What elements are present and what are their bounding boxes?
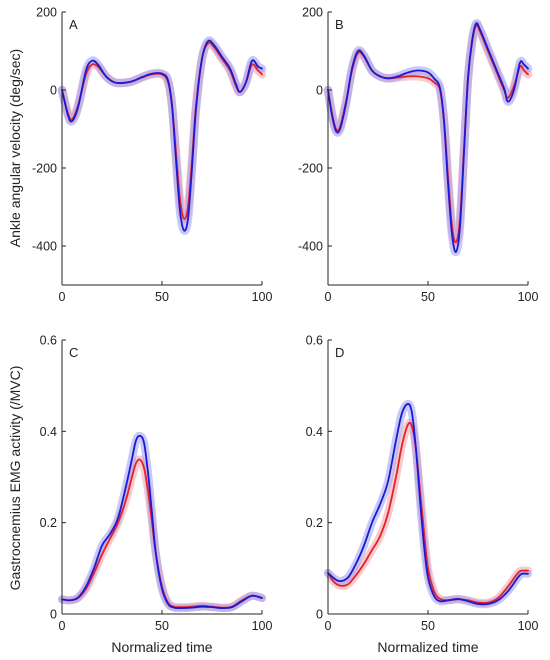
x-tick-label: 50 bbox=[421, 619, 435, 633]
panel-b: 0 50 100 -400 -200 0 200 B bbox=[298, 6, 539, 305]
band-blue-panel-b bbox=[323, 18, 533, 257]
x-tick-label: 0 bbox=[325, 290, 332, 304]
line-blue-panel-b bbox=[327, 22, 529, 253]
y-tick-label: 0 bbox=[50, 84, 57, 98]
y-tick-label: 0 bbox=[50, 608, 57, 622]
x-tick-label: 50 bbox=[421, 290, 435, 304]
y-tick-label: 0.2 bbox=[40, 516, 57, 530]
y-tick-label: 0.6 bbox=[306, 334, 323, 348]
x-tick-label: 0 bbox=[59, 619, 66, 633]
panel-c: 0 50 100 0 0.2 0.4 0.6 C bbox=[40, 334, 273, 634]
y-tick-label: -200 bbox=[32, 162, 57, 176]
panel-letter: A bbox=[69, 17, 78, 32]
y-tick-label: -400 bbox=[32, 240, 57, 254]
x-tick-label: 100 bbox=[252, 290, 273, 304]
y-tick-label: 200 bbox=[36, 6, 57, 20]
y-tick-label: 0.6 bbox=[40, 334, 57, 348]
line-blue-panel-c bbox=[61, 434, 263, 609]
y-tick-label: 200 bbox=[302, 6, 323, 20]
x-tick-label: 0 bbox=[325, 619, 332, 633]
y-tick-label: 0 bbox=[316, 608, 323, 622]
x-tick-label: 50 bbox=[155, 290, 169, 304]
panel-d: 0 50 100 0 0.2 0.4 0.6 D bbox=[306, 334, 539, 634]
y-tick-label: 0.4 bbox=[306, 425, 323, 439]
panel-letter: C bbox=[69, 345, 78, 360]
shared-ylabel-top: Ankle angular velocity (deg/sec) bbox=[7, 49, 23, 247]
y-tick-label: 0.4 bbox=[40, 425, 57, 439]
x-tick-label: 100 bbox=[252, 619, 273, 633]
y-tick-label: 0 bbox=[316, 84, 323, 98]
xlabel-panel-c: Normalized time bbox=[111, 639, 212, 655]
line-blue-panel-a bbox=[61, 39, 263, 232]
panel-letter: B bbox=[335, 17, 344, 32]
y-tick-label: 0.2 bbox=[306, 516, 323, 530]
band-blue-panel-c bbox=[58, 431, 266, 613]
xlabel-panel-d: Normalized time bbox=[377, 639, 478, 655]
panel-a: 0 50 100 -400 -200 0 200 A bbox=[32, 6, 273, 305]
x-tick-label: 0 bbox=[59, 290, 66, 304]
x-tick-label: 100 bbox=[518, 290, 539, 304]
panels-group: 0 50 100 -400 -200 0 200 A 0 50 100 -400 -200 0 200 B 0 5… bbox=[32, 6, 539, 634]
shared-ylabel-bottom: Gastrocnemius EMG activity (/MVC) bbox=[7, 366, 23, 591]
x-tick-label: 50 bbox=[155, 619, 169, 633]
x-tick-label: 100 bbox=[518, 619, 539, 633]
panel-letter: D bbox=[335, 345, 344, 360]
y-tick-label: -200 bbox=[298, 162, 323, 176]
y-tick-label: -400 bbox=[298, 240, 323, 254]
line-blue-panel-d bbox=[327, 403, 529, 606]
